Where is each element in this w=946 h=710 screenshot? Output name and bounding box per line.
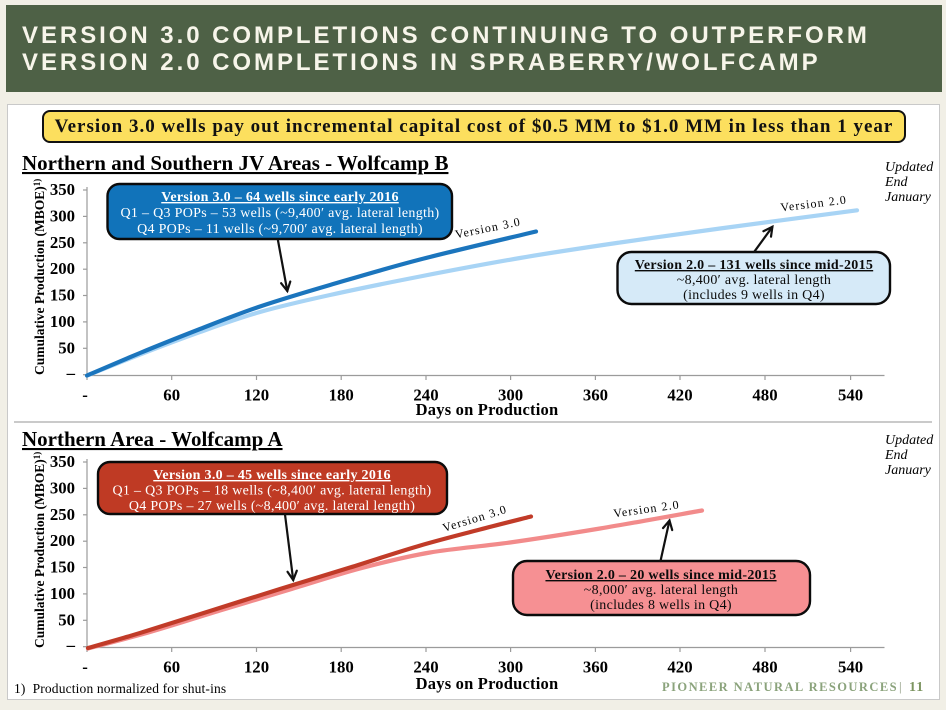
svg-text:120: 120 <box>244 386 269 405</box>
svg-text:120: 120 <box>244 658 269 677</box>
svg-text:150: 150 <box>50 286 75 305</box>
svg-text:–: – <box>66 636 76 655</box>
svg-text:100: 100 <box>50 584 75 603</box>
svg-text:Q4 POPs – 27 wells (~8,400′ a: Q4 POPs – 27 wells (~8,400′ avg. lateral… <box>129 499 415 514</box>
svg-text:January: January <box>885 190 932 205</box>
svg-text:50: 50 <box>58 338 75 357</box>
svg-text:300: 300 <box>498 658 523 677</box>
svg-text:180: 180 <box>329 658 354 677</box>
svg-text:200: 200 <box>50 531 75 550</box>
svg-text:~8,000′ avg. lateral length: ~8,000′ avg. lateral length <box>584 583 738 598</box>
svg-text:-: - <box>82 386 88 405</box>
svg-text:-: - <box>82 658 88 677</box>
svg-text:Q4 POPs – 11 wells (~9,700′ av: Q4 POPs – 11 wells (~9,700′ avg. lateral… <box>137 222 423 237</box>
svg-text:250: 250 <box>50 233 75 252</box>
svg-text:Version 3.0 – 45 wells since e: Version 3.0 – 45 wells since early 2016 <box>153 468 391 483</box>
svg-text:~8,400′ avg. lateral length: ~8,400′ avg. lateral length <box>677 273 831 288</box>
svg-text:Days on Production: Days on Production <box>416 400 559 419</box>
svg-text:–: – <box>66 364 76 383</box>
svg-text:Cumulative Production (MBOE)1: Cumulative Production (MBOE)1) <box>32 452 47 648</box>
svg-text:300: 300 <box>50 206 75 225</box>
svg-text:Northern and Southern JV Areas: Northern and Southern JV Areas - Wolfcam… <box>22 151 448 175</box>
svg-text:480: 480 <box>752 386 777 405</box>
svg-text:1) Production normalized for: 1) Production normalized for shut-ins <box>14 681 226 696</box>
svg-text:240: 240 <box>413 658 438 677</box>
svg-text:250: 250 <box>50 505 75 524</box>
svg-text:End: End <box>884 175 909 190</box>
svg-text:Cumulative Production (MBOE)1: Cumulative Production (MBOE)1) <box>32 179 47 375</box>
svg-text:420: 420 <box>667 386 692 405</box>
svg-text:60: 60 <box>163 658 180 677</box>
svg-text:50: 50 <box>58 610 75 629</box>
svg-text:300: 300 <box>50 478 75 497</box>
svg-text:January: January <box>885 463 932 478</box>
svg-text:Northern Area - Wolfcamp A: Northern Area - Wolfcamp A <box>22 427 283 451</box>
svg-text:Updated: Updated <box>885 160 934 175</box>
svg-text:PIONEER NATURAL RESOURCES: PIONEER NATURAL RESOURCES <box>662 680 898 694</box>
svg-text:300: 300 <box>498 386 523 405</box>
svg-text:360: 360 <box>583 386 608 405</box>
svg-text:(includes 8 wells in Q4): (includes 8 wells in Q4) <box>590 598 732 613</box>
svg-text:Q1 – Q3 POPs – 53 wells (~9,40: Q1 – Q3 POPs – 53 wells (~9,400′ avg. la… <box>121 206 440 221</box>
svg-text:End: End <box>884 448 909 463</box>
svg-text:200: 200 <box>50 259 75 278</box>
svg-text:(includes 9 wells in Q4): (includes 9 wells in Q4) <box>683 288 825 303</box>
svg-text:Days on Production: Days on Production <box>416 674 559 693</box>
svg-text:Version 2.0 – 20 wells since m: Version 2.0 – 20 wells since mid-2015 <box>545 568 776 583</box>
svg-text:350: 350 <box>50 180 75 199</box>
svg-text:180: 180 <box>329 386 354 405</box>
svg-text:11: 11 <box>909 680 924 695</box>
svg-text:540: 540 <box>838 386 863 405</box>
svg-text:|: | <box>899 680 902 694</box>
svg-text:350: 350 <box>50 452 75 471</box>
svg-text:100: 100 <box>50 312 75 331</box>
svg-text:60: 60 <box>163 386 180 405</box>
svg-text:Version 3.0 – 64 wells since e: Version 3.0 – 64 wells since early 2016 <box>161 190 399 205</box>
svg-text:540: 540 <box>838 658 863 677</box>
svg-text:150: 150 <box>50 558 75 577</box>
svg-text:240: 240 <box>413 386 438 405</box>
svg-text:360: 360 <box>583 658 608 677</box>
svg-text:Version 2.0 – 131 wells since: Version 2.0 – 131 wells since mid-2015 <box>635 258 873 273</box>
svg-text:Updated: Updated <box>885 433 934 448</box>
svg-text:420: 420 <box>667 658 692 677</box>
svg-text:480: 480 <box>752 658 777 677</box>
svg-text:Q1 – Q3 POPs – 18 wells (~8,40: Q1 – Q3 POPs – 18 wells (~8,400′ avg. la… <box>113 484 432 499</box>
